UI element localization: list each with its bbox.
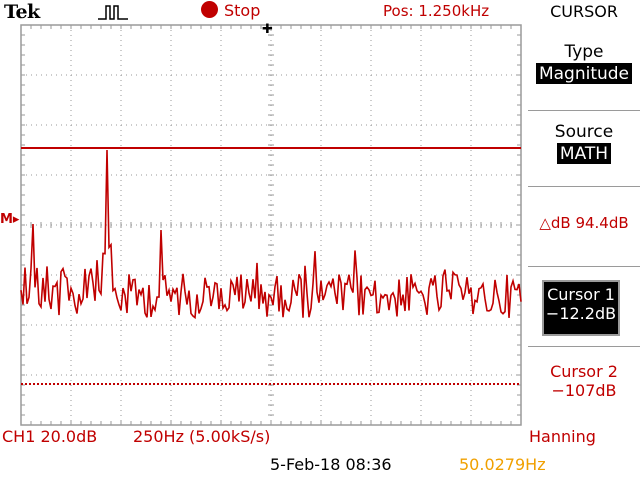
cursor2-menu-button[interactable]: Cursor 2 −107dB [528,362,640,400]
cursor1-menu-button[interactable]: Cursor 1 −12.2dB [542,280,620,336]
run-state-label: Stop [224,1,261,20]
menu-divider [528,110,640,111]
date-time-readout: 5-Feb-18 08:36 [270,455,392,474]
horizontal-position-readout: Pos: 1.250kHz [383,2,490,20]
cursor2-label: Cursor 2 [550,362,618,381]
trigger-position-marker: ✚ [262,22,273,37]
window-type-readout: Hanning [529,427,596,446]
cursor1-value: −12.2dB [545,304,617,323]
channel-scale-readout: CH1 20.0dB [2,427,98,446]
fft-trace [20,149,522,320]
frequency-scale-readout: 250Hz (5.00kS/s) [133,427,271,446]
cursor1-label: Cursor 1 [547,285,615,304]
frequency-counter-readout: 50.0279Hz [459,455,546,474]
menu-divider [528,186,640,187]
type-menu-button[interactable]: Type Magnitude [528,42,640,84]
stop-indicator-icon [201,1,218,18]
menu-title: CURSOR [550,2,618,21]
brand-logo: Tek [4,1,40,23]
source-label: Source [554,122,614,142]
run-stop-status: Stop [201,1,260,20]
math-reference-marker: M▸ [0,212,20,227]
source-menu-button[interactable]: Source MATH [528,122,640,164]
waveform-display [20,24,522,426]
cursor2-value: −107dB [551,381,617,400]
delta-readout: △dB 94.4dB [539,214,629,232]
menu-divider [528,346,640,347]
pulse-trigger-icon [98,3,132,25]
type-label: Type [564,42,604,62]
source-value: MATH [556,143,612,164]
type-value: Magnitude [535,63,633,84]
graticule-grid [20,24,522,426]
menu-divider [528,266,640,267]
